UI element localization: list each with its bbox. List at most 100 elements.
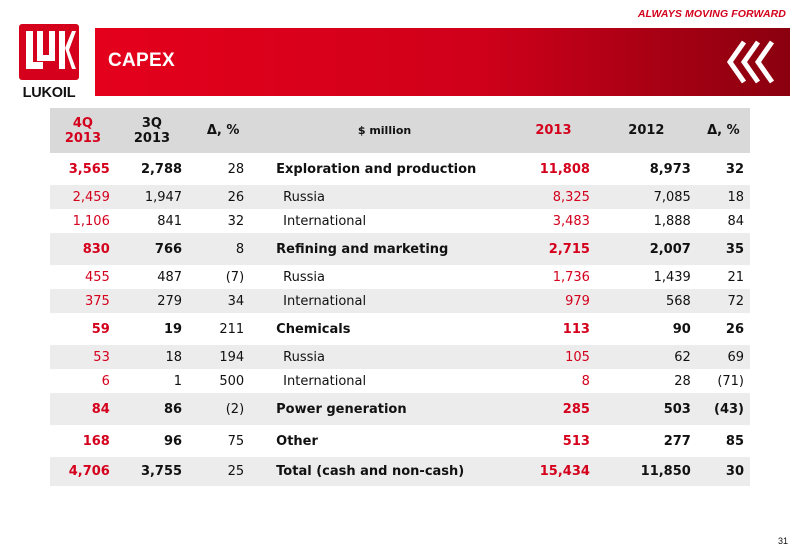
cell-delta-quarter: 28 bbox=[227, 161, 245, 177]
cell-delta-year: 32 bbox=[725, 161, 744, 177]
cell-delta-quarter: 500 bbox=[219, 373, 245, 389]
cell-3q-2013: 487 bbox=[157, 269, 183, 285]
cell-delta-quarter: 34 bbox=[188, 289, 259, 313]
table-row: 1,106 841 32 International 3,483 1,888 8… bbox=[50, 209, 750, 233]
cell-item: Other bbox=[276, 433, 318, 449]
cell-2012: 62 bbox=[595, 345, 697, 369]
cell-3q-2013: 279 bbox=[115, 289, 189, 313]
cell-2013: 513 bbox=[562, 433, 590, 449]
cell-2012: 568 bbox=[595, 289, 697, 313]
cell-delta-quarter: 25 bbox=[188, 457, 259, 486]
cell-delta-quarter: 26 bbox=[188, 185, 259, 209]
cell-2013: 2,715 bbox=[510, 233, 596, 265]
cell-2012: 7,085 bbox=[595, 185, 697, 209]
table-header-row: 4Q 2013 3Q 2013 Δ, % $ million 2013 2012… bbox=[50, 108, 750, 153]
table-row: 59 19 211 Chemicals 113 90 26 bbox=[50, 313, 750, 345]
cell-4q-2013: 2,459 bbox=[50, 185, 116, 209]
cell-2013: 113 bbox=[562, 321, 590, 337]
cell-item: International bbox=[283, 213, 367, 229]
cell-delta-quarter: 8 bbox=[188, 233, 259, 265]
cell-item: Russia bbox=[283, 269, 325, 285]
cell-delta-year: 85 bbox=[725, 433, 744, 449]
table-row: 455 487 (7) Russia 1,736 1,439 21 bbox=[50, 265, 750, 289]
cell-item: Power generation bbox=[258, 393, 511, 425]
cell-item: Exploration and production bbox=[276, 161, 477, 177]
cell-delta-year: 21 bbox=[727, 269, 744, 285]
cell-4q-2013: 168 bbox=[82, 433, 110, 449]
title-banner: CAPEX bbox=[95, 28, 790, 96]
cell-2012: 11,850 bbox=[595, 457, 697, 486]
cell-delta-quarter: 75 bbox=[227, 433, 245, 449]
cell-4q-2013: 1,106 bbox=[72, 213, 110, 229]
cell-item: Chemicals bbox=[276, 321, 351, 337]
cell-4q-2013: 4,706 bbox=[50, 457, 116, 486]
cell-3q-2013: 1 bbox=[173, 373, 183, 389]
cell-3q-2013: 18 bbox=[115, 345, 189, 369]
cell-delta-quarter: 32 bbox=[227, 213, 245, 229]
table-row: 6 1 500 International 8 28 (71) bbox=[50, 369, 750, 393]
cell-item: International bbox=[283, 373, 367, 389]
header-3q-2013: 3Q 2013 bbox=[115, 108, 189, 153]
cell-delta-year: 84 bbox=[727, 213, 744, 229]
cell-delta-year: 30 bbox=[696, 457, 750, 486]
cell-2013: 3,483 bbox=[552, 213, 590, 229]
header-unit: $ million bbox=[258, 108, 511, 153]
table-row-total: 4,706 3,755 25 Total (cash and non-cash)… bbox=[50, 457, 750, 486]
cell-2013: 979 bbox=[510, 289, 596, 313]
cell-3q-2013: 841 bbox=[157, 213, 183, 229]
cell-2012: 1,888 bbox=[653, 213, 691, 229]
lukoil-logo: LUKOIL bbox=[15, 24, 83, 104]
cell-3q-2013: 86 bbox=[115, 393, 189, 425]
table-row: 3,565 2,788 28 Exploration and productio… bbox=[50, 153, 750, 185]
cell-3q-2013: 766 bbox=[115, 233, 189, 265]
cell-delta-quarter: 211 bbox=[219, 321, 245, 337]
header-delta-quarter: Δ, % bbox=[188, 108, 259, 153]
cell-2012: 8,973 bbox=[649, 161, 691, 177]
table-row: 84 86 (2) Power generation 285 503 (43) bbox=[50, 393, 750, 425]
cell-3q-2013: 2,788 bbox=[140, 161, 183, 177]
cell-item: Russia bbox=[258, 345, 511, 369]
cell-2013: 285 bbox=[510, 393, 596, 425]
tagline: ALWAYS MOVING FORWARD bbox=[637, 8, 786, 20]
cell-2013: 11,808 bbox=[539, 161, 590, 177]
table-row: 375 279 34 International 979 568 72 bbox=[50, 289, 750, 313]
cell-delta-year: (43) bbox=[696, 393, 750, 425]
cell-2012: 90 bbox=[672, 321, 691, 337]
cell-3q-2013: 19 bbox=[163, 321, 183, 337]
cell-2013: 8 bbox=[581, 373, 590, 389]
cell-item: Russia bbox=[258, 185, 511, 209]
logo-wordmark: LUKOIL bbox=[22, 85, 76, 101]
cell-2013: 15,434 bbox=[510, 457, 596, 486]
cell-delta-year: 72 bbox=[696, 289, 750, 313]
table-row: 168 96 75 Other 513 277 85 bbox=[50, 425, 750, 457]
table-row: 2,459 1,947 26 Russia 8,325 7,085 18 bbox=[50, 185, 750, 209]
cell-2013: 1,736 bbox=[552, 269, 590, 285]
table-row: 830 766 8 Refining and marketing 2,715 2… bbox=[50, 233, 750, 265]
cell-item: International bbox=[258, 289, 511, 313]
cell-delta-year: 18 bbox=[696, 185, 750, 209]
page-title: CAPEX bbox=[108, 50, 175, 71]
chevrons-icon bbox=[726, 40, 775, 84]
cell-4q-2013: 53 bbox=[50, 345, 116, 369]
cell-delta-quarter: (7) bbox=[225, 269, 245, 285]
cell-2013: 8,325 bbox=[510, 185, 596, 209]
table-row: 53 18 194 Russia 105 62 69 bbox=[50, 345, 750, 369]
cell-2012: 2,007 bbox=[595, 233, 697, 265]
cell-delta-year: 35 bbox=[696, 233, 750, 265]
page-number: 31 bbox=[777, 536, 788, 546]
cell-3q-2013: 1,947 bbox=[115, 185, 189, 209]
header-4q-2013: 4Q 2013 bbox=[50, 108, 116, 153]
cell-delta-year: (71) bbox=[717, 373, 744, 389]
capex-table: 4Q 2013 3Q 2013 Δ, % $ million 2013 2012… bbox=[50, 108, 750, 486]
cell-delta-quarter: 194 bbox=[188, 345, 259, 369]
cell-4q-2013: 6 bbox=[101, 373, 110, 389]
cell-item: Refining and marketing bbox=[258, 233, 511, 265]
cell-item: Total (cash and non-cash) bbox=[258, 457, 511, 486]
header-delta-year: Δ, % bbox=[696, 108, 750, 153]
cell-2012: 28 bbox=[674, 373, 691, 389]
header-2012: 2012 bbox=[595, 108, 697, 153]
cell-3q-2013: 3,755 bbox=[115, 457, 189, 486]
cell-delta-quarter: (2) bbox=[188, 393, 259, 425]
cell-4q-2013: 455 bbox=[85, 269, 110, 285]
cell-2013: 105 bbox=[510, 345, 596, 369]
